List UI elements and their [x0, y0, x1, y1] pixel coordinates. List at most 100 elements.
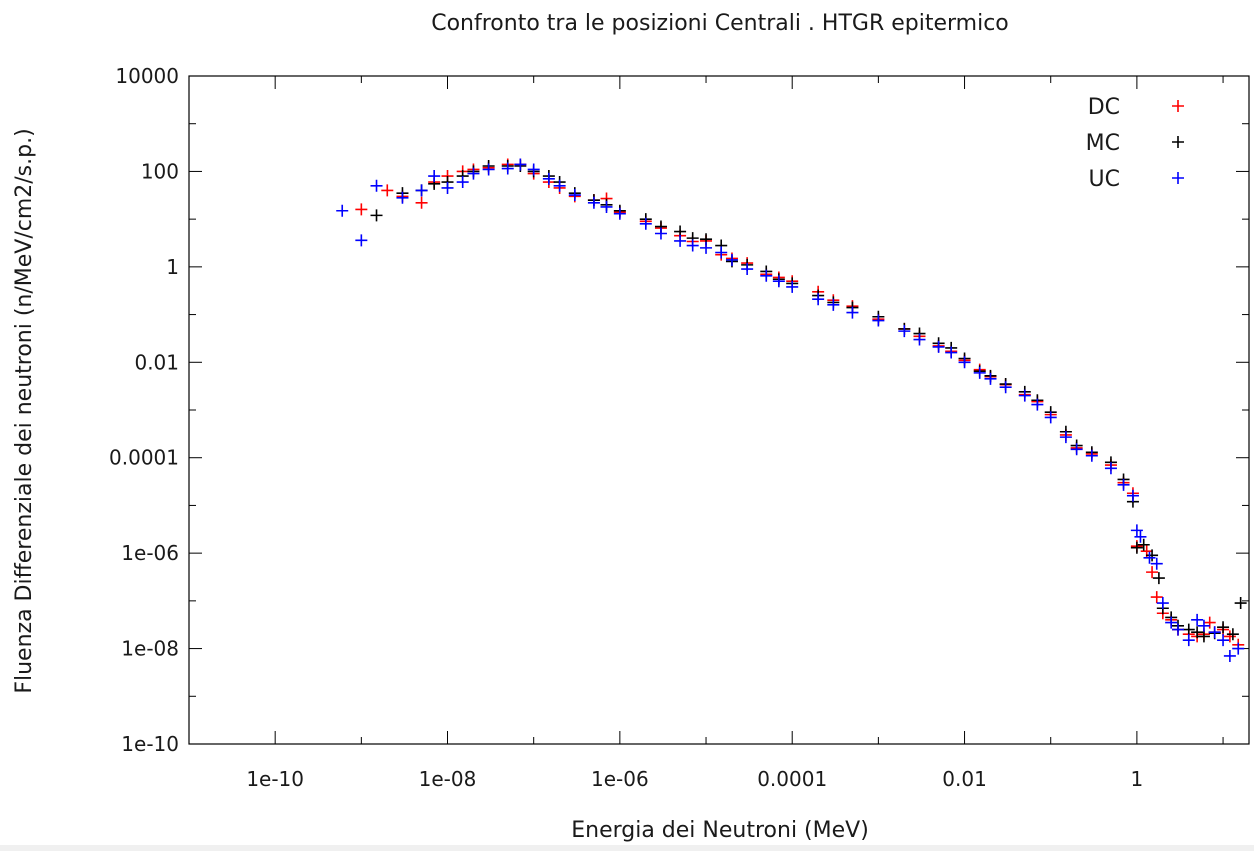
data-point	[1044, 411, 1057, 424]
data-point	[370, 209, 383, 222]
series-MC	[370, 159, 1247, 643]
data-point	[973, 366, 986, 379]
data-point	[600, 200, 613, 213]
chart-title: Confronto tra le posizioni Centrali . HT…	[431, 11, 1009, 36]
data-point	[1126, 489, 1139, 502]
data-point	[772, 275, 785, 288]
data-point	[568, 189, 581, 202]
data-point	[415, 184, 428, 197]
data-point	[370, 179, 383, 192]
data-point	[1143, 551, 1156, 564]
data-point	[1130, 541, 1143, 554]
data-point	[553, 179, 566, 192]
data-point	[1191, 613, 1204, 626]
data-point	[827, 298, 840, 311]
y-tick-label: 10000	[115, 64, 179, 88]
data-point	[1217, 621, 1230, 634]
data-point	[1197, 619, 1210, 632]
data-point	[1146, 549, 1159, 562]
x-tick-label: 1e-10	[246, 767, 304, 791]
data-point	[945, 346, 958, 359]
y-tick-label: 1	[166, 255, 179, 279]
data-point	[741, 263, 754, 276]
y-tick-label: 1e-06	[121, 541, 179, 565]
y-tick-label: 0.0001	[109, 446, 179, 470]
data-point	[1226, 628, 1239, 641]
data-point	[336, 204, 349, 217]
data-point	[1191, 626, 1204, 639]
data-point	[1172, 623, 1184, 636]
data-point	[1232, 642, 1245, 655]
data-point	[984, 372, 997, 385]
y-tick-label: 0.01	[134, 350, 179, 374]
data-point	[1208, 626, 1221, 639]
data-point	[1104, 462, 1117, 475]
data-point	[501, 162, 514, 175]
data-point	[1223, 649, 1236, 662]
data-point	[428, 170, 441, 183]
y-axis-label: Fluenza Differenziale dei neutroni (n/Me…	[12, 128, 37, 693]
x-tick-label: 1e-08	[419, 767, 477, 791]
data-point	[1152, 572, 1165, 585]
data-point	[812, 293, 825, 306]
legend-marker	[1172, 172, 1184, 184]
data-point	[613, 207, 626, 220]
legend-label: UC	[1089, 167, 1120, 192]
data-point	[999, 381, 1012, 394]
data-point	[715, 246, 728, 259]
data-point	[674, 234, 687, 247]
data-point	[514, 158, 527, 171]
data-point	[1130, 524, 1143, 537]
data-point	[786, 280, 799, 293]
legend-marker	[1172, 100, 1184, 112]
data-point	[898, 325, 911, 338]
legend-label: DC	[1088, 95, 1120, 120]
data-point	[932, 340, 945, 353]
data-point	[441, 181, 454, 194]
data-point	[1134, 530, 1147, 543]
y-tick-label: 100	[141, 159, 179, 183]
y-tick-label: 1e-10	[121, 732, 179, 756]
data-point	[467, 167, 480, 180]
data-point	[1182, 634, 1195, 647]
data-point	[355, 203, 368, 216]
series-DC	[355, 158, 1245, 651]
data-point	[381, 184, 394, 197]
data-point	[415, 196, 428, 209]
data-point	[587, 196, 600, 209]
series-UC	[336, 158, 1245, 662]
data-point	[355, 234, 368, 247]
data-point	[1217, 634, 1230, 647]
data-point	[482, 163, 495, 176]
data-point	[1223, 630, 1236, 643]
data-point	[846, 306, 859, 319]
x-tick-label: 0.0001	[757, 767, 827, 791]
legend-marker	[1172, 136, 1184, 148]
x-axis-label: Energia dei Neutroni (MeV)	[571, 818, 869, 843]
data-point	[1156, 597, 1169, 610]
x-tick-label: 0.01	[942, 767, 987, 791]
data-point	[1234, 597, 1247, 610]
data-point	[686, 239, 699, 252]
data-point	[654, 227, 667, 240]
data-point	[958, 356, 971, 369]
data-point	[1150, 591, 1163, 604]
data-point	[542, 172, 555, 185]
data-point	[396, 191, 409, 204]
data-point	[760, 269, 773, 282]
data-point	[456, 176, 469, 189]
data-point	[1031, 398, 1044, 411]
data-point	[913, 333, 926, 346]
points-layer	[336, 158, 1247, 662]
data-point	[527, 163, 540, 176]
data-point	[639, 217, 652, 230]
data-point	[1150, 557, 1163, 570]
data-point	[1137, 538, 1150, 551]
legend-label: MC	[1086, 131, 1120, 156]
data-point	[1070, 443, 1083, 456]
data-point	[1165, 616, 1178, 629]
data-point	[1146, 566, 1159, 579]
data-point	[1203, 616, 1216, 629]
data-point	[1018, 389, 1031, 402]
